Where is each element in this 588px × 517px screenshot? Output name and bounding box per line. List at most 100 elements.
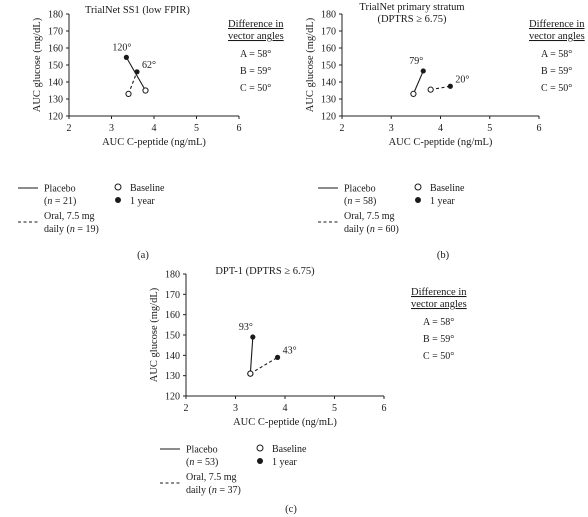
x-axis-label: AUC C-peptide (ng/mL): [102, 137, 206, 148]
x-tick-label: 4: [438, 123, 443, 134]
legend-one-year-marker: [257, 458, 263, 464]
y-tick-label: 140: [321, 78, 336, 89]
difference-item: C = 50°: [240, 83, 271, 94]
legend-placebo-n: (n = 53): [186, 457, 218, 468]
chart-title: DPT-1 (DPTRS ≥ 6.75): [215, 266, 315, 277]
y-tick-label: 140: [48, 78, 63, 89]
one-year-point: [134, 69, 140, 75]
difference-item: A = 58°: [541, 49, 572, 60]
difference-item: B = 59°: [541, 66, 572, 77]
oral-treatment-vector: [430, 85, 451, 91]
y-tick-label: 130: [165, 371, 180, 382]
legend-placebo-n: (n = 21): [44, 196, 76, 207]
y-tick-label: 160: [48, 44, 63, 55]
x-tick-label: 5: [194, 123, 199, 134]
legend-placebo-label: Placebo: [44, 184, 76, 195]
x-tick-label: 5: [487, 123, 492, 134]
baseline-point: [125, 90, 132, 98]
difference-title: Difference in: [411, 287, 467, 298]
legend-oral-n: daily (n = 37): [186, 485, 241, 496]
panel-label: (a): [137, 250, 149, 261]
one-year-point: [420, 68, 426, 74]
panel-label: (c): [285, 504, 297, 515]
legend-baseline-marker: [114, 183, 122, 191]
x-tick-label: 3: [233, 403, 238, 414]
x-tick-label: 4: [152, 123, 157, 134]
difference-item: A = 58°: [240, 49, 271, 60]
x-axis-label: AUC C-peptide (ng/mL): [389, 137, 493, 148]
y-tick-label: 120: [48, 112, 63, 123]
x-tick-label: 6: [537, 123, 542, 134]
y-tick-label: 130: [321, 95, 336, 106]
placebo-vector: [249, 336, 254, 374]
legend-oral-n: daily (n = 19): [44, 224, 99, 235]
panel-label: (b): [437, 250, 450, 261]
oral-treatment-vector: [250, 356, 278, 375]
x-tick-label: 4: [283, 403, 288, 414]
legend-baseline-label: Baseline: [430, 183, 465, 194]
angle-label: 79°: [409, 56, 423, 67]
chart-title: TrialNet primary stratum: [359, 2, 464, 13]
placebo-vector: [412, 70, 424, 95]
y-tick-label: 120: [321, 112, 336, 123]
y-tick-label: 170: [48, 27, 63, 38]
legend-one-year-marker: [115, 197, 121, 203]
angle-label: 62°: [142, 60, 156, 71]
one-year-point: [250, 334, 256, 340]
baseline-point: [427, 86, 434, 93]
legend-baseline-label: Baseline: [272, 444, 307, 455]
legend-one-year-label: 1 year: [130, 196, 155, 207]
y-tick-label: 150: [165, 331, 180, 342]
legend-one-year-label: 1 year: [272, 457, 297, 468]
y-tick-label: 130: [48, 95, 63, 106]
chart-subtitle: (DPTRS ≥ 6.75): [377, 14, 447, 25]
angle-label: 120°: [112, 42, 131, 53]
y-axis-label: AUC glucose (mg/dL): [32, 17, 43, 112]
y-tick-label: 150: [48, 61, 63, 72]
legend-one-year-label: 1 year: [430, 196, 455, 207]
difference-title: Difference in: [529, 19, 585, 30]
y-tick-label: 160: [165, 310, 180, 321]
one-year-point: [274, 354, 281, 360]
x-tick-label: 3: [389, 123, 394, 134]
baseline-point: [247, 370, 254, 377]
chart-title: TrialNet SS1 (low FPIR): [85, 5, 190, 16]
angle-label: 93°: [239, 322, 253, 333]
x-tick-label: 3: [109, 123, 114, 134]
x-tick-label: 2: [340, 123, 345, 134]
y-tick-label: 170: [321, 27, 336, 38]
y-tick-label: 180: [48, 10, 63, 21]
difference-item: B = 59°: [423, 334, 454, 345]
y-tick-label: 180: [165, 270, 180, 281]
y-tick-label: 180: [321, 10, 336, 21]
y-tick-label: 140: [165, 351, 180, 362]
angle-label: 43°: [283, 345, 297, 356]
x-axis-label: AUC C-peptide (ng/mL): [233, 417, 337, 428]
x-tick-label: 6: [382, 403, 387, 414]
y-axis-label: AUC glucose (mg/dL): [149, 287, 160, 382]
baseline-point: [142, 87, 149, 94]
y-axis-label: AUC glucose (mg/dL): [305, 17, 316, 112]
legend-placebo-label: Placebo: [344, 184, 376, 195]
angle-label: 20°: [455, 74, 469, 85]
chart-panel-2: 120 130 140 150 160 170 180 2 3 4 5 6 AUC C-peptide …: [305, 2, 585, 261]
one-year-point: [123, 54, 129, 60]
legend-placebo-n: (n = 58): [344, 196, 376, 207]
legend-oral-label: Oral, 7.5 mg: [344, 211, 395, 222]
difference-title-2: vector angles: [228, 31, 284, 42]
y-tick-label: 160: [321, 44, 336, 55]
x-tick-label: 2: [67, 123, 72, 134]
difference-title: Difference in: [228, 19, 284, 30]
baseline-point: [410, 90, 417, 98]
legend-placebo-label: Placebo: [186, 445, 218, 456]
difference-item: C = 50°: [423, 351, 454, 362]
y-tick-label: 150: [321, 61, 336, 72]
legend-baseline-label: Baseline: [130, 183, 165, 194]
legend-oral-label: Oral, 7.5 mg: [44, 211, 95, 222]
y-tick-label: 120: [165, 392, 180, 403]
x-tick-label: 2: [184, 403, 189, 414]
legend-one-year-marker: [415, 197, 421, 203]
one-year-point: [447, 83, 453, 89]
difference-title-2: vector angles: [529, 31, 585, 42]
